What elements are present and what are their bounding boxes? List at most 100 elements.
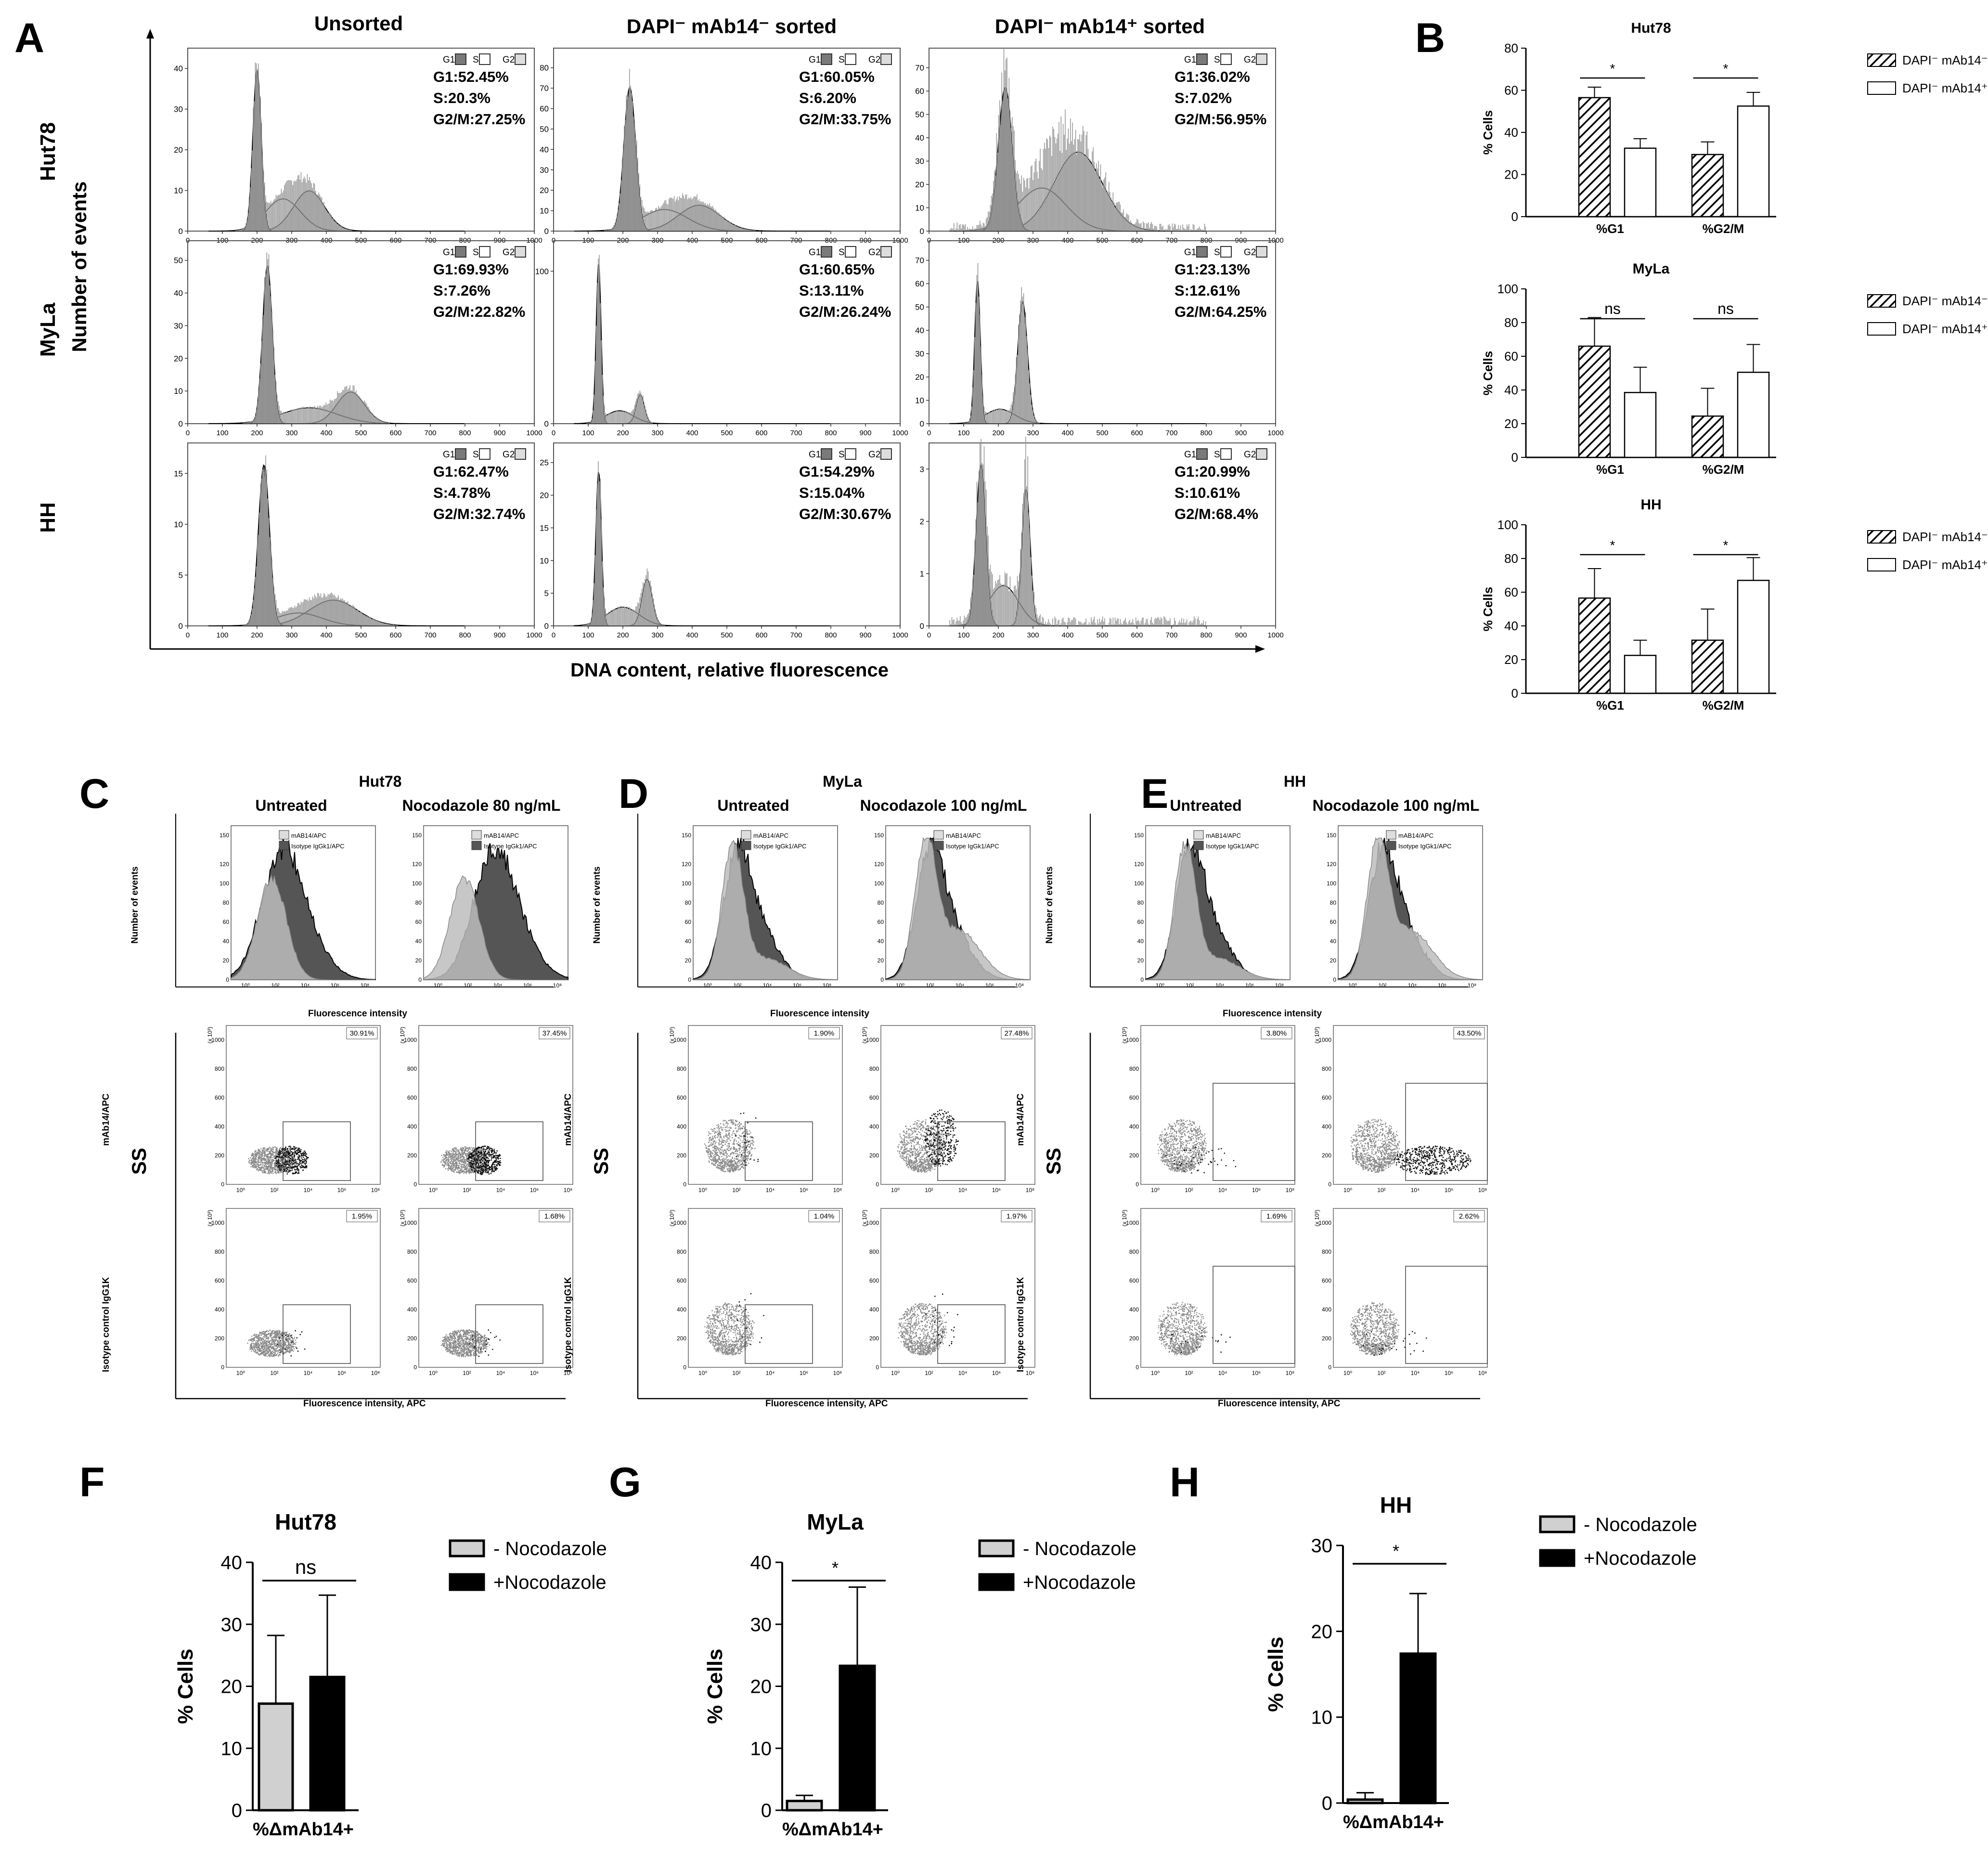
x-tick-label: 100 xyxy=(957,631,969,639)
legend-label-g2: G2 xyxy=(868,450,880,460)
legend-swatch-g2 xyxy=(880,448,892,460)
chart-title: HH xyxy=(1640,497,1661,513)
legend-label: DAPI⁻ mAb14⁻ sorted xyxy=(1902,53,1988,67)
scatter-x-tick: 10² xyxy=(1185,1187,1193,1194)
hist-x-tick: 10⁶ xyxy=(331,982,339,989)
gate-rectangle xyxy=(937,1121,1006,1181)
y-axis-label: % Cells xyxy=(1481,110,1495,155)
scatter-x-tick: 10⁶ xyxy=(530,1370,539,1376)
legend-swatch-g2 xyxy=(1256,448,1267,460)
bar-mab14-pos-0 xyxy=(1624,655,1657,694)
legend-label-s: S xyxy=(1214,55,1220,65)
hist-y-tick: 80 xyxy=(223,899,230,906)
legend-label-g2: G2 xyxy=(503,247,515,258)
x-tick-label: 900 xyxy=(859,631,871,639)
mab14-histogram xyxy=(693,840,838,980)
y-tick-label: 80 xyxy=(1504,315,1518,330)
x-tick-label: 100 xyxy=(216,631,228,639)
scatter-x-tick: 10⁴ xyxy=(496,1370,505,1376)
histogram-plot-2-1: 0 5 10 15 20 25 0 100 200 300 400 500 600 700 800 900 10… xyxy=(540,442,908,639)
scatter-y-tick: 1000 xyxy=(1318,1220,1331,1226)
hist-y-tick: 120 xyxy=(1327,861,1336,868)
significance-label: * xyxy=(1393,1541,1399,1561)
gate-percent-box xyxy=(808,1027,840,1039)
legend-label-mab14: mAB14/APC xyxy=(1398,832,1433,839)
x-tick-label: 100 xyxy=(582,631,594,639)
y-tick-label: 50 xyxy=(915,110,924,119)
scatter-y-tick: 200 xyxy=(1129,1152,1139,1159)
legend-swatch-g1 xyxy=(821,53,832,65)
histogram-plot-2-0: 0 5 10 15 0 100 200 300 400 500 600 700 800 900 1000 G1… xyxy=(174,442,542,639)
legend-label-isotype: Isotype IgGk1/APC xyxy=(946,843,999,850)
y-tick-label: 20 xyxy=(1504,416,1518,431)
scatter-y-unit: (x 10³) xyxy=(669,1210,675,1227)
scatter-events-negative xyxy=(440,1329,490,1357)
scatter-plot-1-0: (x 10³) 0 200 400 600 800 1000 10⁰ 10² 10⁴ 10⁶ 10⁸ 1… xyxy=(669,1208,843,1376)
x-tick-label: 900 xyxy=(859,429,871,437)
hist-y-tick: 0 xyxy=(1140,976,1144,983)
panel-a-col-title-unsorted: Unsorted xyxy=(314,12,403,35)
scatter-x-tick: 10⁴ xyxy=(304,1370,313,1376)
histogram-bars xyxy=(242,252,390,424)
panel-a-x-axis-title: DNA content, relative fluorescence xyxy=(570,660,889,681)
phase-legend: G1 S G2 xyxy=(443,448,526,460)
legend-label-g2: G2 xyxy=(1244,55,1256,65)
bar-mab14-pos-1 xyxy=(1737,105,1770,218)
hist-y-tick: 60 xyxy=(1137,919,1144,925)
y-axis-label: % Cells xyxy=(1481,351,1495,396)
x-tick-label: 1000 xyxy=(892,429,908,437)
scatter-plot-0-1: (x 10³) 0 200 400 600 800 1000 10⁰ 10² 10⁴ 10⁶ 10⁸ 4… xyxy=(1314,1025,1488,1194)
legend-swatch-s xyxy=(479,53,491,65)
scatter-x-label: Fluorescence intensity, APC xyxy=(303,1399,426,1409)
y-tick-label: 0 xyxy=(1322,1793,1332,1814)
y-tick-label: 40 xyxy=(915,326,924,335)
legend-swatch-mab14 xyxy=(741,830,751,840)
scatter-x-tick: 10⁰ xyxy=(1151,1370,1160,1376)
legend-label: - Nocodazole xyxy=(1584,1514,1697,1535)
legend-swatch xyxy=(1867,53,1896,67)
scatter-events-positive xyxy=(924,1109,959,1167)
scatter-y-tick: 200 xyxy=(215,1152,224,1159)
scatter-y-tick: 400 xyxy=(1129,1306,1139,1313)
scatter-x-tick: 10⁶ xyxy=(800,1370,808,1376)
gate-percent-label: 37.45% xyxy=(542,1029,567,1038)
y-tick-label: 10 xyxy=(221,1738,243,1759)
legend-label-isotype: Isotype IgGk1/APC xyxy=(484,843,537,850)
scatter-x-tick: 10⁸ xyxy=(564,1187,572,1194)
x-tick-label: 700 xyxy=(790,429,802,437)
legend-label: - Nocodazole xyxy=(493,1538,607,1559)
scatter-y-unit: (x 10³) xyxy=(1121,1210,1128,1227)
x-tick-label: 100 xyxy=(582,429,594,437)
y-tick-label: 40 xyxy=(1504,125,1518,140)
scatter-x-tick: 10⁸ xyxy=(833,1370,842,1376)
hist-y-tick: 60 xyxy=(415,919,422,925)
x-tick-label: 200 xyxy=(992,429,1004,437)
x-tick-label: 200 xyxy=(992,631,1004,639)
y-tick-label: 20 xyxy=(915,180,924,189)
scatter-plot-1-0: (x 10³) 0 200 400 600 800 1000 10⁰ 10² 10⁴ 10⁶ 10⁸ 1… xyxy=(1121,1208,1295,1376)
hist-x-tick: 10⁸ xyxy=(1275,982,1284,989)
gate-percent-box xyxy=(539,1027,570,1039)
gate-percent-box xyxy=(1453,1027,1485,1039)
scatter-y-tick: 400 xyxy=(215,1123,224,1130)
panel-a-col-title-mab14-pos: DAPI⁻ mAb14⁺ sorted xyxy=(994,15,1205,38)
legend-swatch-g1 xyxy=(455,246,466,258)
x-category-label: %ΔmAb14+ xyxy=(253,1819,354,1840)
scatter-y-tick: 800 xyxy=(215,1248,224,1255)
gate-rectangle xyxy=(283,1121,351,1181)
ss-axis-label: SS xyxy=(590,1147,612,1175)
hist-y-tick: 40 xyxy=(223,938,230,945)
legend-label: +Nocodazole xyxy=(1023,1572,1136,1593)
histogram-bars xyxy=(235,62,353,231)
hist-y-tick: 100 xyxy=(1327,880,1336,887)
histogram-y-label: Number of events xyxy=(1045,866,1055,944)
nocodazole-legend: - Nocodazole +Nocodazole xyxy=(449,1538,607,1593)
scatter-y-tick: 600 xyxy=(215,1094,224,1101)
gate-percent-box xyxy=(1261,1027,1292,1039)
condition-untreated: Untreated xyxy=(1170,797,1242,814)
mab14-histogram xyxy=(1145,841,1291,980)
x-tick-label: 1000 xyxy=(526,429,542,437)
legend-swatch xyxy=(1539,1549,1575,1567)
